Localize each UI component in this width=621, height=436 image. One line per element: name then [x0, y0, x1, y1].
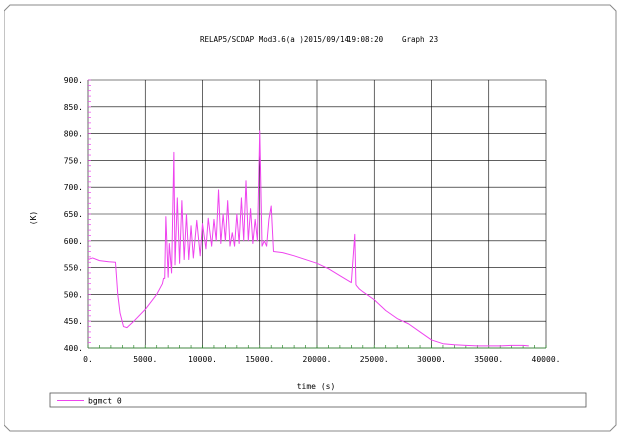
y-tick-label: 450.: [64, 317, 83, 326]
x-tick-label: 15000.: [245, 355, 274, 364]
x-tick-label: 0.: [83, 355, 93, 364]
header-graph: Graph 23: [402, 35, 438, 44]
x-tick-label: 30000.: [417, 355, 446, 364]
header-time: 19:08:20: [347, 35, 384, 44]
x-tick-label: 5000.: [133, 355, 157, 364]
header-code: RELAP5/SCDAP Mod3.6(a )2015/09/14: [200, 35, 349, 44]
x-axis-label: time (s): [297, 382, 336, 391]
legend-box: [49, 392, 587, 408]
y-axis-label: (K): [29, 211, 38, 225]
y-tick-label: 750.: [64, 156, 83, 165]
x-tick-label: 35000.: [474, 355, 503, 364]
plot-area: 400. 450. 500. 550. 600. 650. 700. 750. 800. 850.…: [64, 76, 561, 364]
chart-canvas: RELAP5/SCDAP Mod3.6(a )2015/09/14 19:08:…: [4, 4, 617, 432]
series-line-bgmct-0: [87, 130, 529, 347]
y-tick-label: 600.: [64, 237, 83, 246]
window-border: [4, 4, 617, 432]
y-tick-label: 900.: [64, 76, 83, 85]
y-tick-label: 850.: [64, 103, 83, 112]
y-tick-label: 550.: [64, 264, 83, 273]
y-tick-label: 650.: [64, 210, 83, 219]
x-tick-label: 40000.: [532, 355, 561, 364]
y-tick-label: 800.: [64, 130, 83, 139]
x-tick-label: 10000.: [188, 355, 217, 364]
legend-label: bgmct 0: [88, 397, 122, 406]
x-tick-label: 25000.: [360, 355, 389, 364]
y-tick-label: 700.: [64, 183, 83, 192]
y-tick-label: 500.: [64, 290, 83, 299]
y-tick-label: 400.: [64, 344, 83, 353]
x-tick-label: 20000.: [303, 355, 332, 364]
